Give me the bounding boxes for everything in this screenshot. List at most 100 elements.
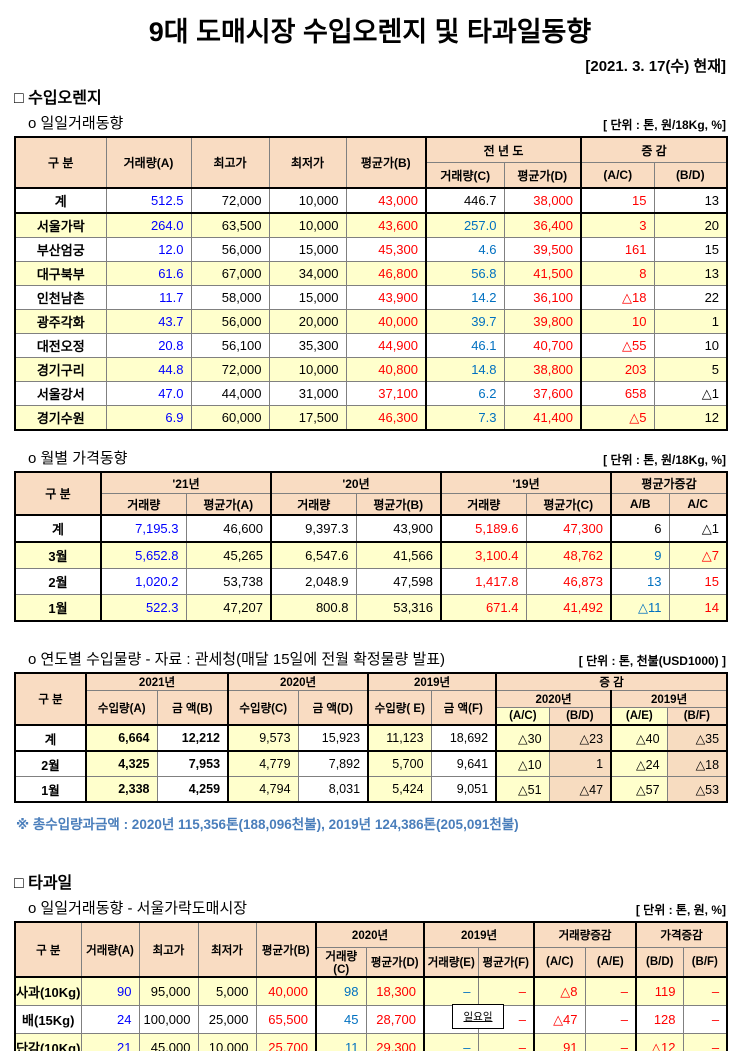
section-heading-other-fruit: □ 타과일 (14, 875, 73, 892)
header-cell: 2019년 (367, 672, 497, 691)
cell: 37,600 (503, 381, 582, 406)
cell: 계 (14, 724, 87, 752)
header-cell: 2020년 (495, 690, 612, 708)
cell: 15 (580, 187, 655, 214)
cell: 20.8 (105, 333, 192, 358)
header-row: 구 분 '21년 '20년 '19년 평균가증감 (14, 471, 728, 516)
cell: 119 (635, 976, 684, 1006)
cell: △40 (610, 724, 668, 752)
cell: 4,779 (227, 750, 299, 777)
header-cell: 평균가(D) (503, 162, 582, 189)
header-cell: 전 년 도 (424, 136, 582, 163)
subsection-heading-yearly-import: o 연도별 수입물량 - 자료 : 관세청(매달 15일에 전월 확정물량 발표… (28, 651, 446, 668)
table-row: 1월 522.3 47,207 800.8 53,316 671.4 41,492 △11 14 (14, 594, 728, 622)
header-cell: 가격증감 (635, 921, 728, 948)
unit-label-yearly-import: [ 단위 : 톤, 천불(USD1000) ] (578, 654, 726, 668)
cell: 계 (14, 514, 102, 543)
cell: 46.1 (425, 333, 505, 358)
cell: 1 (548, 750, 612, 777)
header-row: 구 분 거래량(A) 최고가 최저가 평균가(B) 2020년 2019년 거래량증감 가격증감 (14, 921, 728, 978)
header-row: 수입량(A) 금 액(B) 수입량(C) 금 액(D) 수입량( E) 금 액(F) 202… (15, 690, 728, 726)
cell: 36,400 (503, 212, 582, 238)
cell: 10 (580, 309, 655, 334)
cell: 9,573 (227, 724, 299, 752)
cell: 43,900 (355, 514, 442, 543)
header-cell: 평균가(A) (185, 493, 272, 516)
header-cell: 2020년 (314, 921, 425, 948)
cell: 6,547.6 (270, 541, 357, 569)
cell: 58,000 (190, 285, 270, 310)
cell: △1 (653, 381, 728, 406)
header-cell: 구 분 (14, 136, 107, 189)
header-cell: 평균가(D) (365, 947, 425, 978)
cell: 5 (653, 357, 728, 382)
cell: △51 (495, 776, 550, 803)
cell: 39,500 (503, 237, 582, 262)
cell: 14.8 (425, 357, 505, 382)
cell: 경기수원 (14, 405, 107, 431)
cell: 10,000 (268, 187, 347, 214)
header-cell: 최고가 (138, 921, 199, 978)
cell: – (477, 976, 535, 1006)
header-cell: 평균가증감 (609, 471, 728, 494)
cell: 44.8 (105, 357, 192, 382)
cell: 3,100.4 (440, 541, 527, 569)
header-cell: A/C (668, 493, 728, 516)
daily-orange-header-line: o 일일거래동향 [ 단위 : 톤, 원/18Kg, %] (14, 112, 726, 133)
cell: 671.4 (440, 594, 527, 622)
cell: △8 (533, 976, 586, 1006)
header-cell: (A/E) (584, 947, 637, 978)
subsection-heading-daily-fruit: o 일일거래동향 - 서울가락도매시장 (28, 900, 248, 917)
cell: 44,900 (345, 333, 427, 358)
table-row: 계 7,195.3 46,600 9,397.3 43,900 5,189.6 47,300… (14, 514, 728, 543)
cell: 5,000 (197, 976, 257, 1006)
header-cell: (B/F) (666, 707, 728, 726)
cell: 15 (668, 568, 728, 595)
cell: 95,000 (138, 976, 199, 1006)
cell: – (584, 1005, 637, 1034)
cell: 39.7 (425, 309, 505, 334)
cell: 43,600 (345, 212, 427, 238)
table-row: 부산엄궁 12.0 56,000 15,000 45,300 4.6 39,500 161 15 (14, 237, 728, 262)
header-cell: 최저가 (197, 921, 257, 978)
table-row: 서울강서 47.0 44,000 31,000 37,100 6.2 37,600 658 △1 (14, 381, 728, 406)
cell: 17,500 (268, 405, 347, 431)
cell: △47 (548, 776, 612, 803)
header-cell: 수입량(C) (227, 690, 299, 726)
header-row: 구 분 2021년 2020년 2019년 증 감 (14, 672, 728, 726)
cell: 203 (580, 357, 655, 382)
cell: 29,300 (365, 1033, 425, 1051)
header-cell: 평균가(C) (525, 493, 612, 516)
header-row: 거래량(C) 평균가(D) 거래량(E) 평균가(F) (A/C) (A/E) (B/D)(… (15, 947, 728, 978)
cell: 10,000 (197, 1033, 257, 1051)
cell: 56,000 (190, 237, 270, 262)
header-cell: 거래량(C) (315, 947, 367, 978)
yearly-import-header-line: o 연도별 수입물량 - 자료 : 관세청(매달 15일에 전월 확정물량 발표… (14, 648, 726, 669)
cell: – (682, 1033, 728, 1051)
cell: 5,652.8 (100, 541, 187, 569)
header-cell: (B/D) (548, 707, 612, 726)
cell: 10 (653, 333, 728, 358)
unit-label-monthly-price: [ 단위 : 톤, 원/18Kg, %] (603, 453, 726, 467)
cell: 40,700 (503, 333, 582, 358)
cell: 43,900 (345, 285, 427, 310)
cell: 4,325 (85, 750, 158, 777)
cell: 39,800 (503, 309, 582, 334)
header-cell: 최저가 (268, 136, 347, 189)
cell: 9,641 (430, 750, 497, 777)
cell: 257.0 (425, 212, 505, 238)
cell: 100,000 (138, 1005, 199, 1034)
cell: 8 (580, 261, 655, 286)
table-row: 서울가락 264.0 63,500 10,000 43,600 257.0 36,400 3 2… (14, 212, 728, 238)
cell: 40,800 (345, 357, 427, 382)
cell: 34,000 (268, 261, 347, 286)
cell: 광주각화 (14, 309, 107, 334)
header-cell: 거래량(C) (425, 162, 505, 189)
header-cell: 구 분 (14, 471, 102, 516)
header-cell: 증 감 (495, 672, 728, 691)
cell: 15,000 (268, 237, 347, 262)
cell: 72,000 (190, 357, 270, 382)
cell: 6,664 (85, 724, 158, 752)
